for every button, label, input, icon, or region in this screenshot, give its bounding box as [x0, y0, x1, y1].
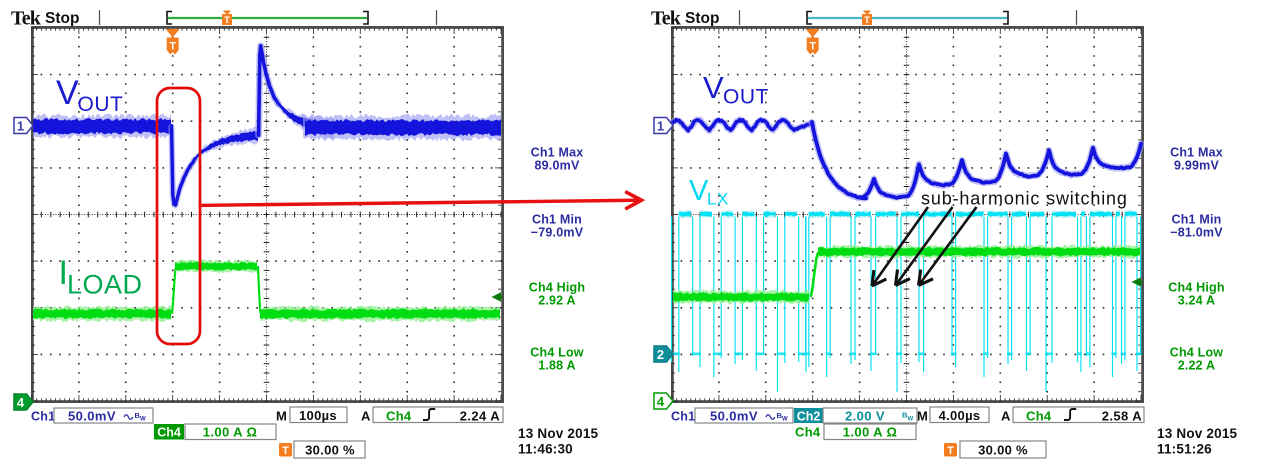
svg-text:A: A	[1001, 409, 1011, 424]
svg-text:Ch1: Ch1	[31, 410, 55, 424]
svg-text:11:51:26: 11:51:26	[1157, 442, 1212, 457]
svg-text:−79.0mV: −79.0mV	[531, 225, 584, 239]
svg-text:T: T	[169, 41, 176, 53]
svg-text:1.00 A Ω: 1.00 A Ω	[203, 425, 258, 440]
svg-text:OUT: OUT	[723, 86, 769, 109]
svg-text:Ch4 Low: Ch4 Low	[530, 346, 584, 360]
svg-text:Ch4: Ch4	[386, 409, 412, 424]
svg-text:T: T	[809, 41, 816, 53]
svg-text:LOAD: LOAD	[67, 270, 143, 300]
svg-text:LX: LX	[707, 190, 729, 209]
svg-text:Ch2: Ch2	[797, 410, 821, 424]
svg-text:M: M	[917, 409, 928, 424]
svg-text:13 Nov 2015: 13 Nov 2015	[1157, 426, 1238, 441]
svg-text:M: M	[276, 409, 287, 424]
svg-text:Ch4: Ch4	[1026, 409, 1052, 424]
svg-text:Tek: Tek	[11, 8, 42, 30]
svg-text:B: B	[135, 411, 141, 420]
svg-text:Ch4: Ch4	[795, 425, 821, 440]
svg-text:sub-harmonic switching: sub-harmonic switching	[921, 189, 1128, 209]
svg-text:Ch4 Low: Ch4 Low	[1170, 346, 1224, 360]
svg-text:T: T	[947, 445, 954, 457]
svg-text:B: B	[902, 411, 908, 420]
svg-text:30.00 %: 30.00 %	[978, 443, 1028, 458]
svg-text:Ch1 Max: Ch1 Max	[531, 146, 584, 160]
svg-text:1: 1	[17, 118, 24, 133]
svg-text:W: W	[908, 417, 914, 423]
svg-text:100µs: 100µs	[299, 408, 337, 423]
svg-text:V: V	[689, 175, 709, 207]
svg-text:2.24 A: 2.24 A	[460, 409, 500, 424]
svg-text:V: V	[56, 74, 79, 112]
svg-text:Ch1 Max: Ch1 Max	[1170, 146, 1223, 160]
svg-text:2.22 A: 2.22 A	[1178, 358, 1216, 372]
svg-text:30.00 %: 30.00 %	[305, 443, 355, 458]
svg-text:Stop: Stop	[45, 10, 79, 27]
svg-text:Ch4: Ch4	[157, 426, 181, 440]
svg-text:Tek: Tek	[651, 8, 682, 30]
svg-text:B: B	[777, 411, 783, 420]
svg-text:Ch4 High: Ch4 High	[529, 281, 585, 295]
svg-text:1: 1	[657, 118, 664, 133]
svg-text:2.58 A: 2.58 A	[1102, 409, 1142, 424]
svg-text:4: 4	[17, 395, 25, 410]
svg-text:9.99mV: 9.99mV	[1174, 158, 1219, 172]
svg-text:V: V	[703, 70, 724, 105]
svg-text:1.88 A: 1.88 A	[538, 358, 576, 372]
svg-text:50.0mV: 50.0mV	[68, 409, 116, 424]
svg-text:I: I	[59, 254, 68, 292]
svg-text:T: T	[864, 15, 870, 26]
svg-text:1.00 A Ω: 1.00 A Ω	[843, 425, 898, 440]
svg-text:T: T	[224, 15, 230, 26]
svg-text:−81.0mV: −81.0mV	[1170, 225, 1223, 239]
svg-text:50.0mV: 50.0mV	[710, 409, 758, 424]
svg-text:4.00µs: 4.00µs	[939, 408, 981, 423]
svg-text:W: W	[140, 417, 146, 423]
svg-text:2.92 A: 2.92 A	[538, 293, 576, 307]
svg-text:3.24 A: 3.24 A	[1178, 293, 1216, 307]
svg-text:11:46:30: 11:46:30	[518, 442, 573, 457]
svg-text:89.0mV: 89.0mV	[535, 158, 580, 172]
svg-text:OUT: OUT	[78, 93, 124, 116]
svg-text:Ch1: Ch1	[671, 410, 695, 424]
svg-text:Stop: Stop	[685, 10, 719, 27]
svg-text:Ch1 Min: Ch1 Min	[532, 213, 582, 227]
svg-text:T: T	[282, 445, 289, 457]
svg-text:4: 4	[657, 394, 665, 409]
svg-text:Ch1 Min: Ch1 Min	[1171, 213, 1221, 227]
svg-text:W: W	[782, 417, 788, 423]
svg-text:13 Nov 2015: 13 Nov 2015	[518, 426, 599, 441]
svg-text:2.00 V: 2.00 V	[845, 409, 885, 424]
svg-text:2: 2	[657, 347, 664, 362]
svg-text:A: A	[361, 409, 371, 424]
svg-text:Ch4 High: Ch4 High	[1168, 281, 1224, 295]
